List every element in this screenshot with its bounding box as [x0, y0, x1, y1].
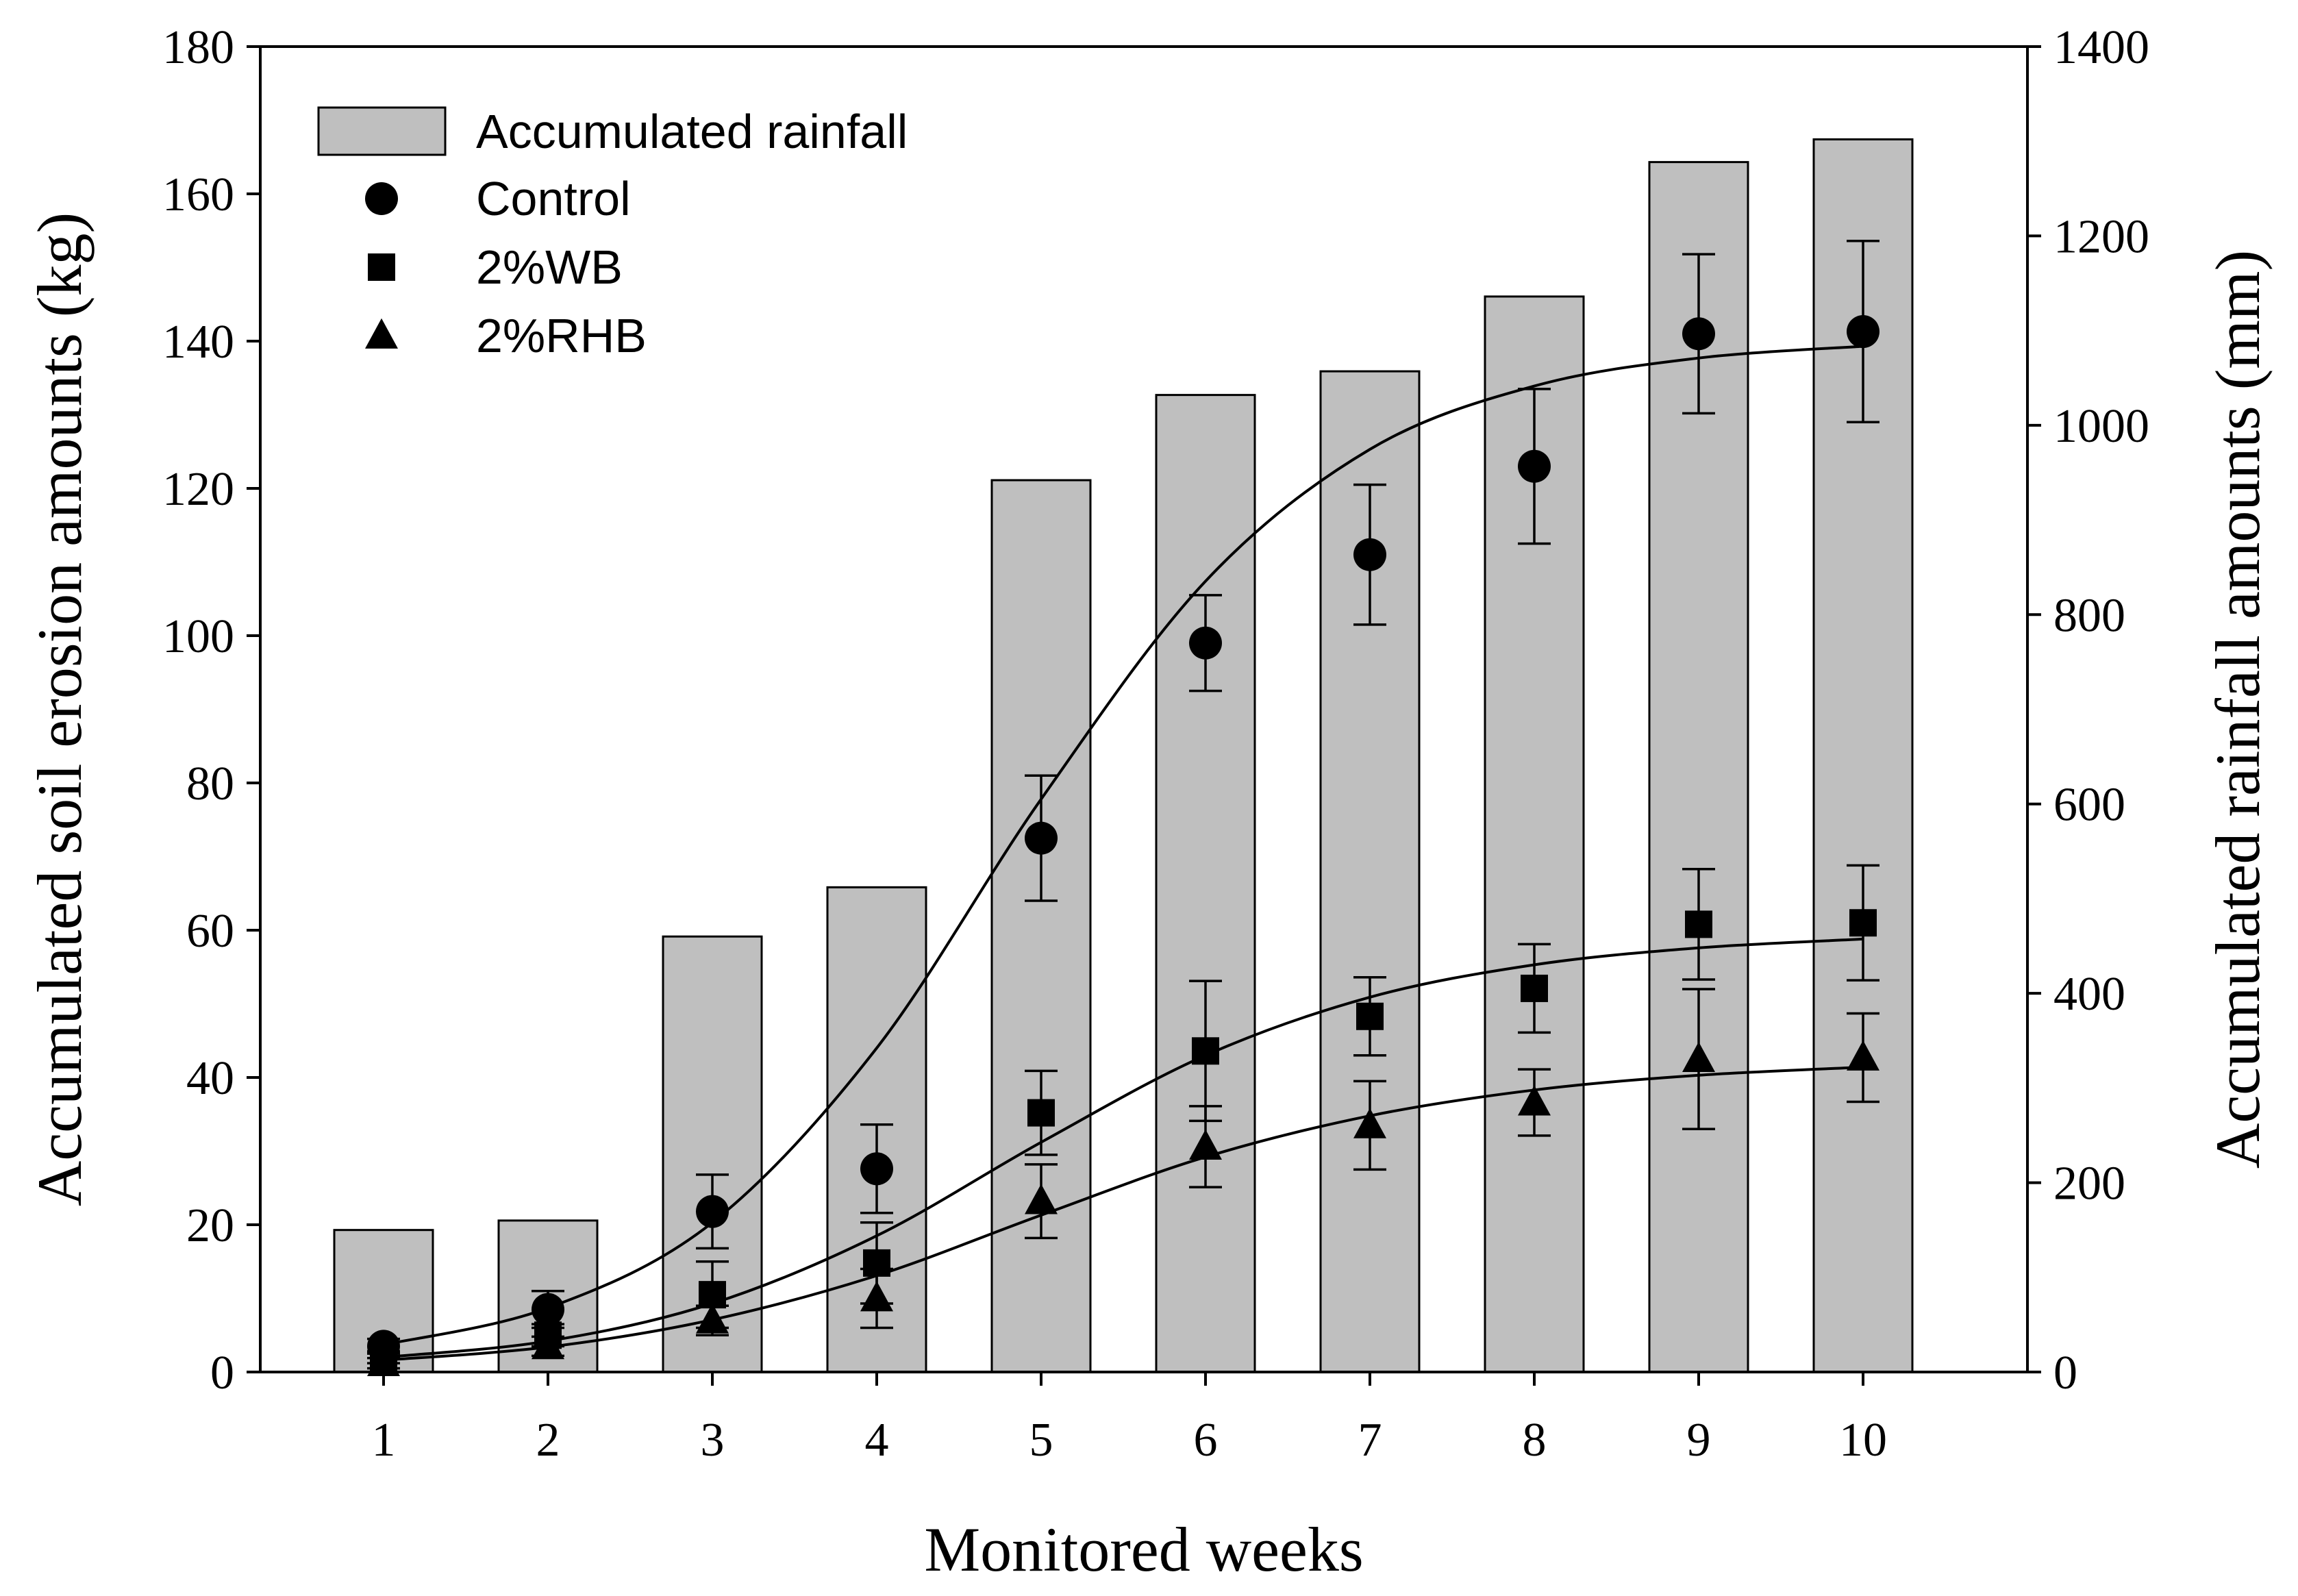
y-left-tick-label: 0 [210, 1347, 234, 1399]
square-marker-series-1-week-4 [863, 1249, 890, 1277]
x-tick-label: 8 [1523, 1414, 1547, 1467]
axes-layer: 0 20 40 60 80 100 120 140 160 180 0 200 400 600 800 100… [162, 21, 2149, 1467]
triangle-marker-series-2-week-6 [1189, 1129, 1222, 1160]
legend-label-series-2: 2%RHB [476, 309, 647, 362]
legend-label-series-1: 2%WB [476, 240, 623, 294]
circle-marker-series-0-week-4 [860, 1152, 893, 1186]
legend-label-rainfall: Accumulated rainfall [476, 105, 908, 158]
legend-label-series-0: Control [476, 172, 631, 225]
triangle-marker-series-2-week-4 [860, 1281, 893, 1312]
y-left-tick-label: 140 [162, 316, 234, 369]
y-right-tick-label: 1200 [2053, 210, 2149, 263]
y-left-tick-label: 100 [162, 610, 234, 663]
circle-marker-series-0-week-10 [1847, 315, 1879, 349]
y-right-tick-label: 800 [2053, 589, 2125, 642]
y-right-tick-label: 0 [2053, 1347, 2077, 1399]
y-left-tick-label: 80 [186, 758, 234, 810]
x-tick-label: 10 [1839, 1414, 1887, 1467]
x-tick-label: 2 [536, 1414, 560, 1467]
y-left-tick-label: 60 [186, 905, 234, 958]
markers-layer [367, 315, 1879, 1376]
triangle-marker-series-2-week-10 [1847, 1040, 1879, 1071]
square-marker-series-1-week-9 [1685, 910, 1712, 938]
legend-triangle-marker-2 [365, 318, 398, 349]
x-tick-label: 6 [1194, 1414, 1218, 1467]
y-left-tick-label: 20 [186, 1199, 234, 1252]
circle-marker-series-0-week-9 [1682, 317, 1715, 351]
y-axis-left-label: Accumulated soil erosion amounts (kg) [25, 212, 95, 1206]
square-marker-series-1-week-6 [1192, 1037, 1219, 1065]
triangle-marker-series-2-week-8 [1518, 1085, 1551, 1116]
triangle-marker-series-2-week-7 [1353, 1108, 1386, 1138]
y-left-tick-label: 180 [162, 21, 234, 74]
square-marker-series-1-week-8 [1521, 974, 1548, 1002]
y-right-tick-label: 600 [2053, 779, 2125, 832]
fit-curve-series-1 [383, 937, 1864, 1359]
y-axis-right-label: Accumulated rainfall amounts (mm) [2203, 250, 2273, 1169]
circle-marker-series-0-week-7 [1353, 538, 1386, 571]
x-tick-label: 1 [372, 1414, 396, 1467]
fit-curve-series-2 [383, 1066, 1864, 1362]
y-left-tick-label: 40 [186, 1052, 234, 1105]
square-marker-series-1-week-10 [1849, 909, 1877, 937]
x-axis-label: Monitored weeks [924, 1514, 1363, 1584]
y-right-tick-label: 1400 [2053, 21, 2149, 74]
y-left-tick-label: 120 [162, 463, 234, 516]
triangle-marker-series-2-week-9 [1682, 1041, 1715, 1073]
x-tick-label: 7 [1358, 1414, 1382, 1467]
fit-curve-series-0 [383, 345, 1864, 1347]
legend-swatch-rainfall [317, 106, 447, 156]
x-tick-label: 4 [865, 1414, 889, 1467]
fit-curves-layer [383, 345, 1864, 1362]
y-right-tick-label: 1000 [2053, 400, 2149, 453]
x-tick-label: 9 [1687, 1414, 1711, 1467]
triangle-marker-series-2-week-3 [696, 1303, 729, 1334]
circle-marker-series-0-week-3 [696, 1195, 729, 1228]
circle-marker-series-0-week-6 [1189, 626, 1222, 660]
square-marker-series-1-week-7 [1356, 1002, 1384, 1030]
square-marker-series-1-week-5 [1027, 1099, 1055, 1127]
legend-circle-marker-0 [365, 182, 398, 215]
triangle-marker-series-2-week-2 [532, 1329, 564, 1360]
x-tick-label: 3 [701, 1414, 725, 1467]
y-right-tick-label: 400 [2053, 968, 2125, 1021]
circle-marker-series-0-week-2 [532, 1293, 564, 1326]
circle-marker-series-0-week-8 [1518, 449, 1551, 483]
triangle-marker-series-2-week-5 [1025, 1184, 1058, 1214]
y-right-tick-label: 200 [2053, 1158, 2125, 1210]
y-left-tick-label: 160 [162, 169, 234, 221]
plot-frame [259, 45, 2029, 1373]
legend: Accumulated rainfall Control 2%WB 2%RHB [317, 105, 908, 362]
x-tick-label: 5 [1029, 1414, 1053, 1467]
legend-square-marker-1 [368, 253, 395, 281]
rainfall-bar-week-6 [1155, 394, 1256, 1373]
triangle-marker-series-2-week-1 [367, 1345, 400, 1376]
circle-marker-series-0-week-5 [1025, 821, 1058, 855]
